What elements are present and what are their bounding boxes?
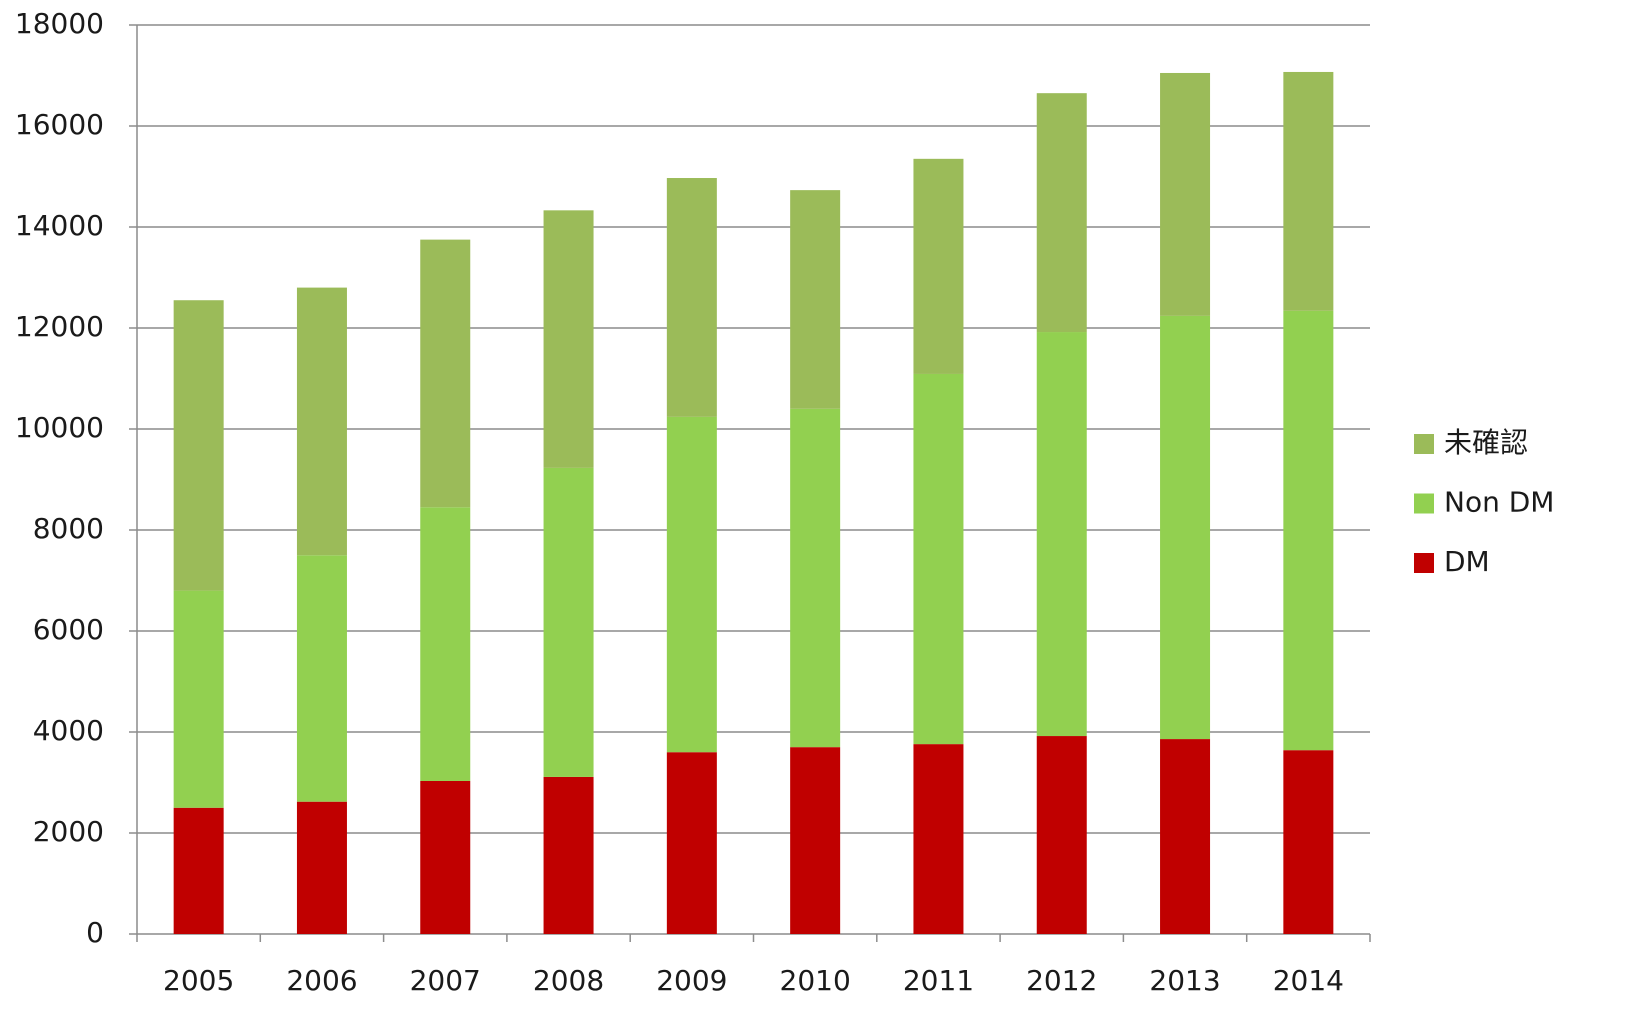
bar-segment bbox=[1036, 93, 1087, 333]
bar-segment bbox=[790, 408, 841, 748]
y-tick-label: 12000 bbox=[15, 310, 104, 343]
bar-segment bbox=[1160, 315, 1211, 740]
x-tick-label: 2012 bbox=[1026, 964, 1097, 997]
bar-segment bbox=[913, 158, 964, 374]
bar-segment bbox=[666, 178, 717, 417]
bar-segment bbox=[296, 555, 347, 802]
legend-swatch bbox=[1414, 553, 1434, 573]
bar-segment bbox=[666, 416, 717, 753]
y-tick-label: 0 bbox=[86, 916, 104, 949]
bar-segment bbox=[173, 807, 224, 934]
bar-segment bbox=[666, 752, 717, 934]
bar-segment bbox=[913, 744, 964, 934]
bar-segment bbox=[420, 507, 471, 781]
x-tick-label: 2013 bbox=[1149, 964, 1220, 997]
x-tick-label: 2005 bbox=[163, 964, 234, 997]
bar-segment bbox=[913, 373, 964, 745]
y-tick-label: 2000 bbox=[33, 815, 104, 848]
y-tick-label: 6000 bbox=[33, 613, 104, 646]
x-tick-label: 2011 bbox=[903, 964, 974, 997]
bar-segment bbox=[420, 780, 471, 934]
bar-segment bbox=[790, 190, 841, 409]
bar-segment bbox=[1283, 310, 1334, 751]
x-tick-label: 2007 bbox=[410, 964, 481, 997]
bar-segment bbox=[173, 300, 224, 591]
x-tick-label: 2008 bbox=[533, 964, 604, 997]
legend-label: DM bbox=[1444, 545, 1490, 578]
x-tick-label: 2010 bbox=[780, 964, 851, 997]
bar-segment bbox=[1036, 332, 1087, 737]
bar-segment bbox=[1283, 750, 1334, 934]
bar-segment bbox=[420, 239, 471, 508]
bar-segment bbox=[173, 590, 224, 808]
bar-segment bbox=[1160, 739, 1211, 934]
x-tick-label: 2006 bbox=[286, 964, 357, 997]
y-tick-label: 16000 bbox=[15, 108, 104, 141]
bar-segment bbox=[543, 467, 594, 777]
y-tick-label: 14000 bbox=[15, 209, 104, 242]
legend-label: 未確認 bbox=[1444, 426, 1528, 459]
y-tick-label: 4000 bbox=[33, 714, 104, 747]
y-tick-label: 10000 bbox=[15, 411, 104, 444]
bar-segment bbox=[1160, 72, 1211, 316]
x-tick-label: 2014 bbox=[1273, 964, 1344, 997]
bar-segment bbox=[1283, 71, 1334, 311]
legend-swatch bbox=[1414, 434, 1434, 454]
y-tick-label: 18000 bbox=[15, 7, 104, 40]
x-tick-label: 2009 bbox=[656, 964, 727, 997]
legend-swatch bbox=[1414, 493, 1434, 514]
bar-segment bbox=[790, 747, 841, 934]
y-tick-label: 8000 bbox=[33, 512, 104, 545]
bar-segment bbox=[543, 776, 594, 934]
bar-segment bbox=[1036, 736, 1087, 934]
bar-segment bbox=[543, 210, 594, 468]
legend-label: Non DM bbox=[1444, 486, 1554, 519]
bar-segment bbox=[296, 287, 347, 556]
bar-segment bbox=[296, 801, 347, 934]
